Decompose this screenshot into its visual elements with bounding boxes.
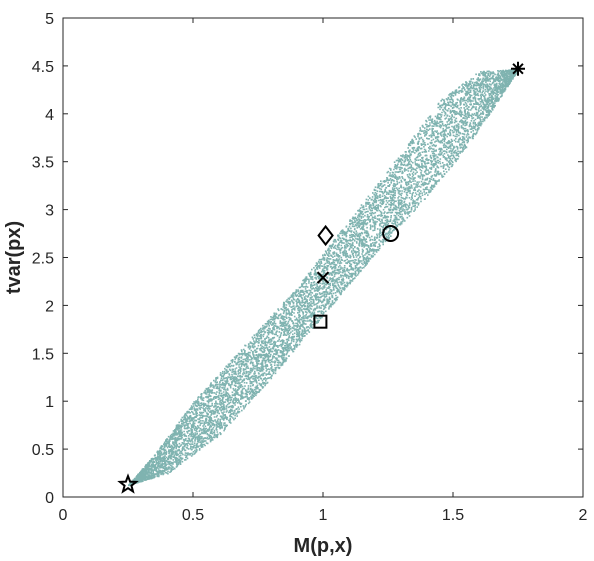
- x-tick-label: 1.5: [442, 507, 464, 524]
- y-tick-label: 2: [45, 298, 54, 315]
- y-axis-label: tvar(px): [3, 221, 25, 294]
- y-tick-label: 3.5: [32, 155, 54, 172]
- y-axis-ticks: 0 0.5 1 1.5 2 2.5 3 3.5 4 4.5 5: [32, 11, 583, 507]
- x-tick-label: 0.5: [182, 507, 204, 524]
- square-marker: [313, 314, 328, 329]
- x-tick-label: 0: [59, 507, 68, 524]
- asterisk-marker: [511, 61, 525, 76]
- y-tick-label: 5: [45, 11, 54, 28]
- y-tick-label: 2.5: [32, 251, 54, 268]
- x-axis-ticks: 0 0.5 1 1.5 2: [59, 18, 588, 524]
- x-marker: [316, 271, 330, 284]
- x-axis-label: M(p,x): [294, 535, 353, 557]
- y-tick-label: 4.5: [32, 59, 54, 76]
- y-tick-label: 0.5: [32, 442, 54, 459]
- star-marker: [117, 473, 139, 494]
- y-tick-label: 0: [45, 490, 54, 507]
- y-tick-label: 4: [45, 107, 54, 124]
- x-tick-label: 2: [579, 507, 588, 524]
- y-tick-label: 1.5: [32, 346, 54, 363]
- marker-layer: [117, 61, 525, 494]
- diamond-marker: [317, 224, 334, 247]
- y-tick-label: 1: [45, 394, 54, 411]
- y-tick-label: 3: [45, 203, 54, 220]
- x-tick-label: 1: [319, 507, 328, 524]
- circle-marker: [382, 225, 400, 243]
